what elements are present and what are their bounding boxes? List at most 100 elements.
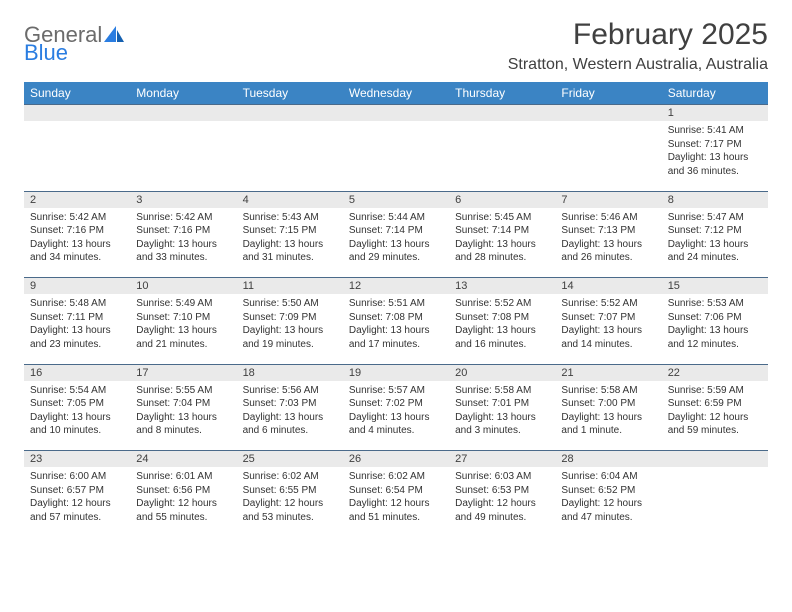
- day-number-cell: 5: [343, 191, 449, 208]
- day-info-cell: Sunrise: 5:59 AMSunset: 6:59 PMDaylight:…: [662, 381, 768, 451]
- day-info-line: Daylight: 12 hours: [349, 497, 443, 511]
- weekday-header: Thursday: [449, 82, 555, 105]
- info-row: Sunrise: 5:54 AMSunset: 7:05 PMDaylight:…: [24, 381, 768, 451]
- day-info-line: Sunset: 7:14 PM: [349, 224, 443, 238]
- day-number-cell: 9: [24, 278, 130, 295]
- day-info-line: Sunrise: 5:52 AM: [455, 297, 549, 311]
- day-info-line: Daylight: 13 hours: [243, 238, 337, 252]
- day-info-line: Daylight: 12 hours: [561, 497, 655, 511]
- day-info-line: Sunset: 6:53 PM: [455, 484, 549, 498]
- day-number-cell: 4: [237, 191, 343, 208]
- day-info-line: Daylight: 13 hours: [561, 324, 655, 338]
- daynum-row: 16171819202122: [24, 364, 768, 381]
- day-number-cell: 7: [555, 191, 661, 208]
- day-info-line: Sunset: 7:06 PM: [668, 311, 762, 325]
- day-info-line: Daylight: 13 hours: [136, 238, 230, 252]
- day-info-line: Sunset: 6:57 PM: [30, 484, 124, 498]
- day-info-line: Sunrise: 5:42 AM: [136, 211, 230, 225]
- day-info-line: Daylight: 13 hours: [455, 324, 549, 338]
- day-info-line: Daylight: 12 hours: [243, 497, 337, 511]
- day-info-line: Daylight: 13 hours: [349, 411, 443, 425]
- day-info-cell: Sunrise: 5:50 AMSunset: 7:09 PMDaylight:…: [237, 294, 343, 364]
- day-info-line: and 47 minutes.: [561, 511, 655, 525]
- day-info-line: Sunset: 7:04 PM: [136, 397, 230, 411]
- day-info-line: Sunrise: 5:57 AM: [349, 384, 443, 398]
- day-info-cell: [130, 121, 236, 191]
- day-info-line: Sunrise: 6:00 AM: [30, 470, 124, 484]
- header: General Blue February 2025 Stratton, Wes…: [24, 18, 768, 74]
- info-row: Sunrise: 5:48 AMSunset: 7:11 PMDaylight:…: [24, 294, 768, 364]
- day-info-cell: Sunrise: 5:42 AMSunset: 7:16 PMDaylight:…: [24, 208, 130, 278]
- daynum-row: 2345678: [24, 191, 768, 208]
- daynum-row: 1: [24, 105, 768, 122]
- day-info-line: Sunset: 7:10 PM: [136, 311, 230, 325]
- month-title: February 2025: [508, 18, 768, 52]
- day-info-line: and 31 minutes.: [243, 251, 337, 265]
- day-number-cell: 1: [662, 105, 768, 122]
- location: Stratton, Western Australia, Australia: [508, 56, 768, 74]
- day-number-cell: 27: [449, 451, 555, 468]
- day-info-line: Daylight: 13 hours: [668, 324, 762, 338]
- day-info-line: and 16 minutes.: [455, 338, 549, 352]
- day-number-cell: 16: [24, 364, 130, 381]
- day-number-cell: 12: [343, 278, 449, 295]
- day-info-cell: Sunrise: 5:45 AMSunset: 7:14 PMDaylight:…: [449, 208, 555, 278]
- day-number-cell: 25: [237, 451, 343, 468]
- day-info-line: Sunrise: 5:48 AM: [30, 297, 124, 311]
- day-info-line: Sunset: 7:17 PM: [668, 138, 762, 152]
- day-number-cell: [662, 451, 768, 468]
- day-info-cell: [343, 121, 449, 191]
- day-info-cell: Sunrise: 5:48 AMSunset: 7:11 PMDaylight:…: [24, 294, 130, 364]
- day-info-cell: Sunrise: 5:52 AMSunset: 7:07 PMDaylight:…: [555, 294, 661, 364]
- info-row: Sunrise: 5:41 AMSunset: 7:17 PMDaylight:…: [24, 121, 768, 191]
- title-block: February 2025 Stratton, Western Australi…: [508, 18, 768, 74]
- day-number-cell: [24, 105, 130, 122]
- day-info-cell: Sunrise: 6:01 AMSunset: 6:56 PMDaylight:…: [130, 467, 236, 537]
- weekday-header: Friday: [555, 82, 661, 105]
- weekday-header: Saturday: [662, 82, 768, 105]
- day-info-line: Daylight: 13 hours: [136, 411, 230, 425]
- day-info-line: and 4 minutes.: [349, 424, 443, 438]
- day-info-line: Sunrise: 5:46 AM: [561, 211, 655, 225]
- day-info-line: Daylight: 12 hours: [668, 411, 762, 425]
- day-number-cell: 19: [343, 364, 449, 381]
- day-info-cell: Sunrise: 5:49 AMSunset: 7:10 PMDaylight:…: [130, 294, 236, 364]
- day-info-line: Daylight: 13 hours: [561, 411, 655, 425]
- day-info-line: Daylight: 13 hours: [30, 238, 124, 252]
- day-info-cell: Sunrise: 5:51 AMSunset: 7:08 PMDaylight:…: [343, 294, 449, 364]
- day-number-cell: 21: [555, 364, 661, 381]
- day-info-line: Daylight: 12 hours: [455, 497, 549, 511]
- day-info-line: and 36 minutes.: [668, 165, 762, 179]
- day-info-line: Sunrise: 5:58 AM: [561, 384, 655, 398]
- day-info-line: Daylight: 13 hours: [243, 411, 337, 425]
- day-info-line: Sunset: 7:05 PM: [30, 397, 124, 411]
- day-info-line: Sunset: 6:59 PM: [668, 397, 762, 411]
- day-info-line: Sunrise: 5:51 AM: [349, 297, 443, 311]
- day-info-line: Sunrise: 5:42 AM: [30, 211, 124, 225]
- day-number-cell: 13: [449, 278, 555, 295]
- day-number-cell: [449, 105, 555, 122]
- day-info-line: Sunrise: 5:50 AM: [243, 297, 337, 311]
- day-number-cell: 15: [662, 278, 768, 295]
- day-info-line: Sunrise: 5:47 AM: [668, 211, 762, 225]
- day-info-cell: Sunrise: 5:58 AMSunset: 7:00 PMDaylight:…: [555, 381, 661, 451]
- day-info-line: and 17 minutes.: [349, 338, 443, 352]
- day-info-cell: [555, 121, 661, 191]
- weekday-header-row: Sunday Monday Tuesday Wednesday Thursday…: [24, 82, 768, 105]
- day-info-line: Daylight: 13 hours: [349, 238, 443, 252]
- day-info-cell: Sunrise: 6:00 AMSunset: 6:57 PMDaylight:…: [24, 467, 130, 537]
- day-info-line: Daylight: 13 hours: [668, 238, 762, 252]
- day-info-line: and 1 minute.: [561, 424, 655, 438]
- weekday-header: Sunday: [24, 82, 130, 105]
- day-info-cell: [237, 121, 343, 191]
- logo-text-blue: Blue: [24, 40, 68, 65]
- day-info-line: Sunset: 7:09 PM: [243, 311, 337, 325]
- weekday-header: Wednesday: [343, 82, 449, 105]
- day-info-line: Sunrise: 5:44 AM: [349, 211, 443, 225]
- info-row: Sunrise: 5:42 AMSunset: 7:16 PMDaylight:…: [24, 208, 768, 278]
- day-info-line: Daylight: 13 hours: [668, 151, 762, 165]
- day-info-cell: Sunrise: 6:02 AMSunset: 6:54 PMDaylight:…: [343, 467, 449, 537]
- day-info-line: Sunrise: 6:03 AM: [455, 470, 549, 484]
- day-info-line: Sunset: 7:08 PM: [455, 311, 549, 325]
- logo: General Blue: [24, 24, 124, 64]
